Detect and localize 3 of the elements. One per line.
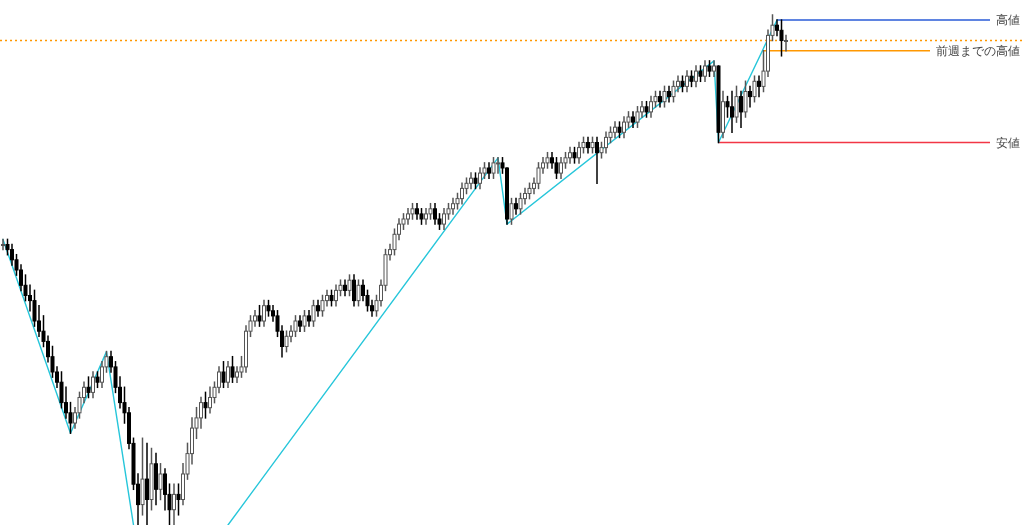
ref-line-label: 前週までの高値	[936, 43, 1020, 58]
ref-line-label: 高値	[996, 13, 1020, 28]
ref-line-label: 安値	[996, 135, 1020, 150]
